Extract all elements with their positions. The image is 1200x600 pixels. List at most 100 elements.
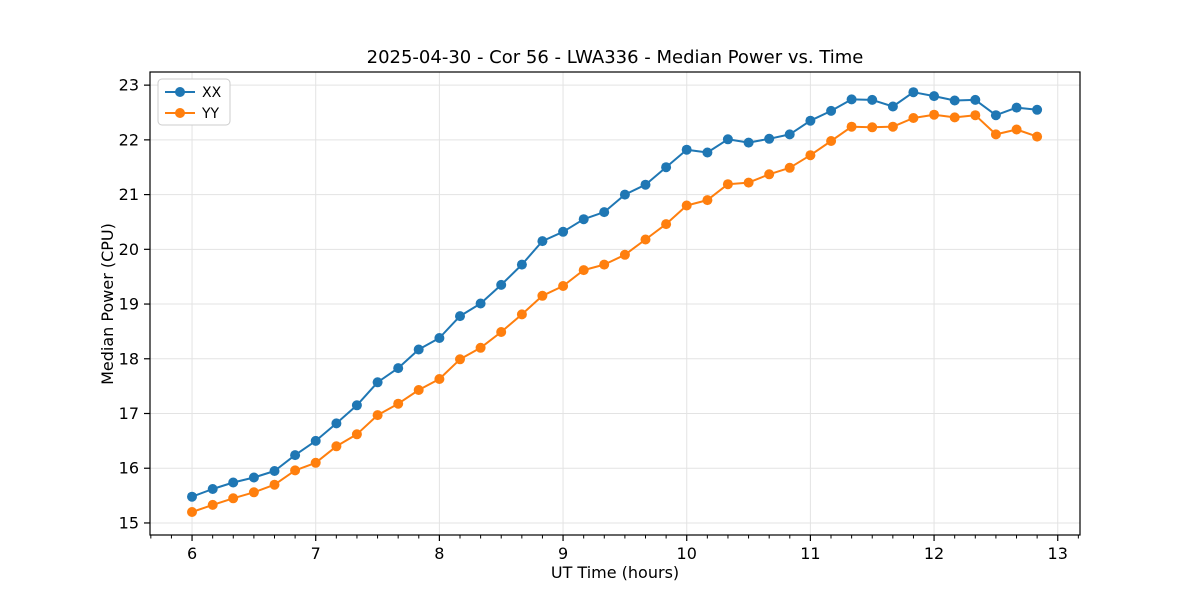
series-XX-marker — [228, 477, 239, 488]
series-YY-marker — [949, 112, 960, 123]
x-tick-label: 9 — [558, 544, 568, 563]
series-XX-marker — [496, 279, 507, 290]
series-YY-marker — [310, 457, 321, 468]
y-axis-label: Median Power (CPU) — [98, 223, 117, 385]
legend-marker-sample — [175, 87, 185, 97]
legend-entry-label: YY — [201, 106, 220, 122]
series-XX-marker — [929, 91, 940, 102]
y-tick-label: 15 — [119, 513, 139, 532]
x-tick-label: 12 — [924, 544, 944, 563]
series-XX-marker — [805, 115, 816, 126]
series-XX-marker — [248, 472, 259, 483]
series-YY-marker — [619, 249, 630, 260]
series-YY-marker — [516, 309, 527, 320]
series-XX-marker — [290, 450, 301, 461]
data-series — [187, 87, 1043, 517]
series-XX-marker — [455, 311, 465, 322]
x-tick-label: 11 — [800, 544, 820, 563]
grid-lines — [150, 72, 1080, 535]
series-YY-marker — [372, 410, 383, 421]
series-YY-marker — [661, 219, 672, 230]
series-XX-marker — [537, 236, 548, 247]
y-tick-label: 20 — [119, 240, 139, 259]
x-tick-label: 10 — [677, 544, 697, 563]
series-XX-marker — [331, 418, 342, 429]
series-YY-line — [191, 113, 1038, 513]
y-tick-label: 18 — [119, 349, 139, 368]
series-YY-marker — [846, 121, 857, 132]
series-YY-marker — [269, 479, 280, 490]
series-XX-marker — [475, 298, 486, 309]
chart-title: 2025-04-30 - Cor 56 - LWA336 - Median Po… — [367, 47, 864, 68]
series-YY-marker — [455, 354, 465, 365]
series-YY-marker — [475, 342, 486, 353]
series-XX-marker — [908, 87, 919, 98]
series-YY-marker — [207, 499, 218, 510]
series-YY-marker — [784, 162, 795, 173]
series-YY-marker — [1032, 131, 1043, 142]
series-XX-marker — [1032, 104, 1043, 115]
x-tick-label: 7 — [311, 544, 321, 563]
series-XX-marker — [661, 162, 672, 173]
series-XX-marker — [764, 133, 775, 144]
series-XX-marker — [743, 137, 754, 148]
series-YY-marker — [1011, 124, 1022, 135]
series-XX-marker — [1011, 102, 1022, 113]
series-YY-marker — [228, 493, 239, 504]
series-YY-marker — [351, 429, 362, 440]
series-YY-marker — [434, 374, 445, 384]
series-YY-marker — [908, 113, 919, 123]
x-tick-label: 6 — [187, 544, 197, 563]
series-XX — [187, 87, 1043, 502]
series-XX-marker — [516, 259, 527, 270]
series-YY-marker — [558, 281, 569, 291]
x-tick-label: 8 — [434, 544, 444, 563]
series-XX-marker — [640, 179, 651, 190]
series-YY-marker — [722, 179, 733, 190]
series-YY-marker — [743, 177, 754, 188]
series-YY-marker — [578, 265, 589, 276]
series-YY-marker — [887, 121, 898, 132]
axes-frame — [149, 71, 1081, 536]
legend-entry-label: XX — [202, 85, 222, 101]
series-XX-marker — [784, 129, 795, 140]
series-XX-marker — [393, 363, 404, 374]
series-XX-marker — [949, 95, 960, 106]
series-YY-marker — [187, 507, 197, 517]
series-YY — [187, 109, 1043, 517]
series-YY-marker — [805, 150, 816, 161]
y-tick-label: 22 — [119, 130, 139, 149]
series-XX-marker — [826, 105, 837, 116]
series-XX-marker — [702, 147, 713, 158]
series-XX-marker — [681, 144, 692, 155]
series-XX-marker — [578, 214, 589, 225]
series-XX-marker — [413, 344, 424, 355]
x-tick-label: 13 — [1048, 544, 1068, 563]
series-XX-marker — [310, 435, 321, 446]
series-XX-marker — [722, 134, 733, 145]
legend-marker-sample — [175, 108, 185, 118]
y-tick-label: 17 — [119, 404, 139, 423]
series-YY-marker — [640, 234, 651, 245]
series-XX-marker — [269, 466, 280, 476]
series-YY-marker — [702, 195, 713, 206]
series-XX-marker — [372, 377, 383, 388]
series-YY-marker — [990, 129, 1001, 140]
series-YY-marker — [248, 487, 259, 498]
series-YY-marker — [599, 259, 610, 270]
series-YY-marker — [826, 136, 837, 146]
y-tick-label: 23 — [119, 76, 139, 95]
plot-border — [149, 71, 1081, 536]
series-YY-marker — [764, 169, 775, 180]
y-tick-label: 21 — [119, 185, 139, 204]
series-XX-marker — [434, 333, 445, 343]
series-YY-marker — [929, 109, 940, 120]
series-YY-marker — [413, 385, 424, 395]
legend: XX YY — [157, 78, 231, 126]
series-YY-marker — [393, 398, 404, 409]
series-XX-marker — [846, 94, 857, 105]
series-XX-marker — [887, 101, 898, 112]
series-XX-marker — [187, 491, 197, 502]
y-tick-label: 19 — [119, 295, 139, 314]
